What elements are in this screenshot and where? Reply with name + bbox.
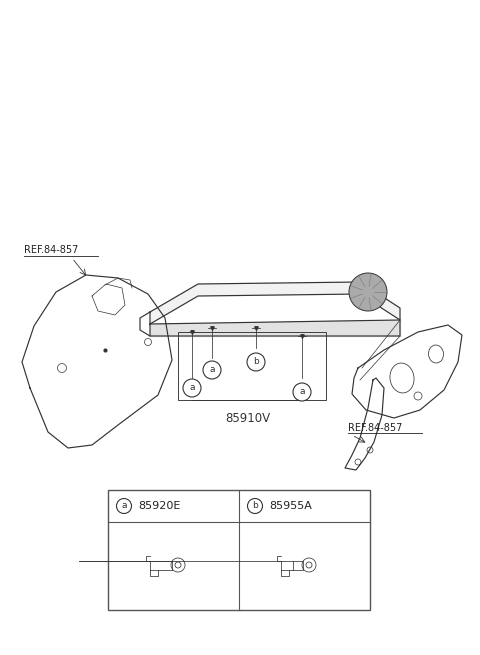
Text: REF.84-857: REF.84-857 bbox=[348, 423, 402, 433]
Circle shape bbox=[248, 498, 263, 514]
Circle shape bbox=[247, 353, 265, 371]
Circle shape bbox=[349, 273, 387, 311]
Text: 85955A: 85955A bbox=[269, 501, 312, 511]
Circle shape bbox=[293, 383, 311, 401]
Text: 85920E: 85920E bbox=[138, 501, 180, 511]
Bar bbox=[108, 490, 370, 610]
Polygon shape bbox=[150, 282, 400, 324]
Circle shape bbox=[183, 379, 201, 397]
Text: a: a bbox=[209, 365, 215, 375]
Text: a: a bbox=[189, 383, 195, 392]
Text: a: a bbox=[121, 502, 127, 510]
Text: a: a bbox=[299, 388, 305, 396]
Circle shape bbox=[117, 498, 132, 514]
Text: b: b bbox=[253, 358, 259, 367]
Circle shape bbox=[203, 361, 221, 379]
Polygon shape bbox=[150, 320, 400, 336]
Text: REF.84-857: REF.84-857 bbox=[24, 245, 78, 255]
Bar bbox=[178, 332, 326, 400]
Text: 85910V: 85910V bbox=[226, 411, 271, 424]
Text: b: b bbox=[252, 502, 258, 510]
